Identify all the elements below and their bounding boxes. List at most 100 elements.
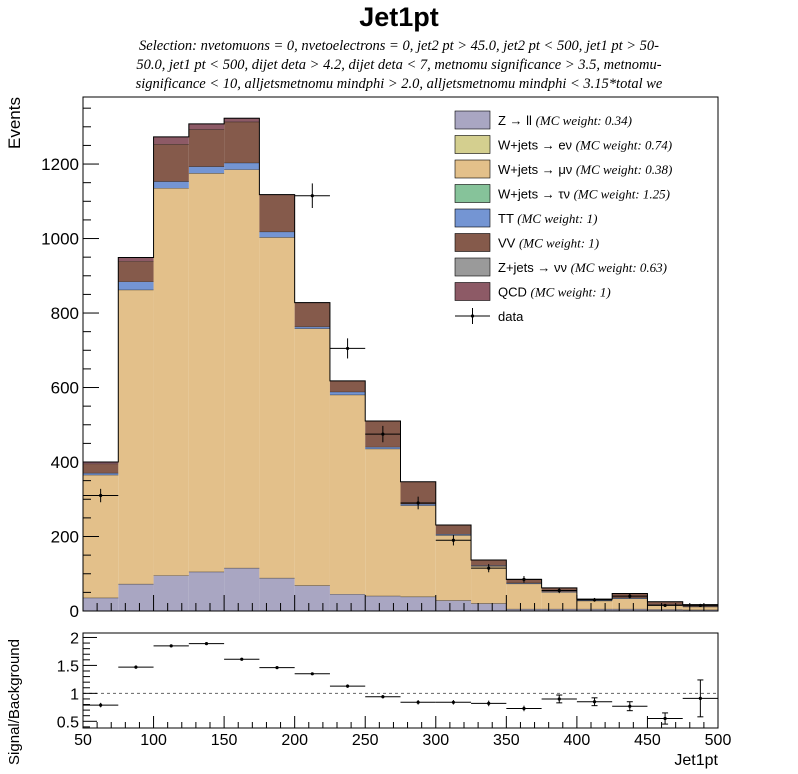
bar-qcd-3 — [188, 123, 225, 130]
legend-weight-wenu: (MC weight: 0.74) — [576, 138, 672, 153]
bar-vv-6 — [294, 302, 330, 327]
ratio-point-0 — [99, 703, 103, 707]
ratio-xtick-label-150: 150 — [211, 732, 238, 749]
ratio-xtick-label-500: 500 — [705, 732, 732, 749]
bar-qcd-4 — [224, 118, 260, 122]
ratio-xlabel: Jet1pt — [674, 752, 718, 769]
bar-vv-7 — [329, 380, 366, 392]
bar-zll-7 — [329, 594, 366, 611]
ratio-point-12 — [522, 706, 526, 711]
data-point-16 — [663, 603, 667, 608]
bar-zll-14 — [576, 609, 613, 611]
legend-label-tt: TT (MC weight: 1) — [498, 211, 597, 226]
ratio-point-4 — [240, 657, 244, 661]
bar-zll-3 — [188, 571, 225, 611]
ratio-point-9 — [416, 700, 420, 704]
data-point-13 — [557, 588, 561, 593]
data-point-17 — [698, 603, 702, 608]
ratio-point-13 — [557, 697, 561, 701]
ratio-xtick-label-100: 100 — [140, 732, 167, 749]
bar-tt-7 — [329, 391, 366, 395]
ratio-xtick-label-250: 250 — [352, 732, 379, 749]
ratio-xtick-label-350: 350 — [493, 732, 520, 749]
bar-wmunu-6 — [294, 328, 330, 586]
data-point-0 — [99, 493, 103, 498]
bar-wmunu-5 — [259, 237, 295, 579]
bar-wmunu-15 — [612, 598, 648, 610]
legend-label-vv: VV (MC weight: 1) — [498, 236, 599, 251]
legend-name-qcd: QCD — [498, 285, 531, 300]
bar-vv-5 — [259, 194, 295, 232]
legend-swatch-qcd — [454, 282, 491, 301]
legend-label-data: data — [498, 309, 524, 324]
legend-label-zll: Z → ll (MC weight: 0.34) — [498, 113, 632, 128]
bar-wmunu-14 — [576, 600, 613, 610]
bar-zll-12 — [506, 609, 542, 611]
bar-zll-6 — [294, 585, 330, 611]
bar-wmunu-2 — [153, 188, 189, 576]
ratio-point-11 — [487, 701, 491, 706]
ratio-point-16 — [663, 716, 667, 721]
ratio-point-1 — [134, 665, 138, 669]
data-point-7 — [345, 346, 350, 351]
bar-zll-16 — [647, 609, 683, 611]
bar-zll-13 — [541, 609, 577, 611]
legend-weight-tt: (MC weight: 1) — [517, 211, 597, 226]
ratio-point-10 — [451, 700, 456, 704]
bar-vv-11 — [471, 559, 507, 566]
legend-swatch-wmunu — [454, 159, 491, 179]
bar-vv-3 — [188, 129, 225, 167]
bar-zll-8 — [365, 596, 401, 611]
legend-label-wmunu: W+jets → μν (MC weight: 0.38) — [498, 162, 672, 177]
bar-zll-11 — [471, 603, 507, 611]
data-point-10 — [451, 538, 456, 542]
legend-swatch-wtaunu — [454, 184, 491, 203]
bar-tt-6 — [294, 326, 330, 329]
bar-wmunu-7 — [329, 394, 366, 595]
bar-qcd-1 — [118, 257, 154, 262]
bar-wmunu-17 — [682, 606, 718, 610]
legend-name-vv: VV — [498, 236, 519, 251]
bar-vv-9 — [400, 481, 436, 505]
bar-wmunu-11 — [471, 566, 507, 604]
ratio-point-14 — [592, 700, 597, 704]
main-ytick-label-600: 600 — [51, 379, 79, 398]
main-ytick-label-1200: 1200 — [41, 155, 79, 174]
main-ylabel: Events — [5, 97, 24, 149]
legend-weight-qcd: (MC weight: 1) — [531, 285, 611, 300]
bar-tt-3 — [188, 166, 225, 174]
legend-label-qcd: QCD (MC weight: 1) — [498, 285, 611, 300]
data-point-8 — [381, 432, 385, 436]
bar-tt-4 — [224, 162, 260, 170]
bar-vv-1 — [118, 261, 154, 282]
data-point-9 — [416, 501, 420, 505]
legend-name-znunu: Z+jets → νν — [498, 260, 571, 275]
legend-swatch-wenu — [454, 135, 491, 154]
ratio-point-8 — [381, 695, 385, 699]
legend-name-wenu: W+jets → eν — [498, 138, 576, 153]
bar-zll-0 — [83, 597, 119, 611]
legend-weight-wtaunu: (MC weight: 1.25) — [574, 187, 670, 202]
ratio-xtick-label-50: 50 — [74, 732, 92, 749]
legend-label-znunu: Z+jets → νν (MC weight: 0.63) — [498, 260, 667, 275]
bar-wmunu-3 — [188, 173, 225, 572]
bar-wmunu-16 — [647, 605, 683, 610]
legend-label-wenu: W+jets → eν (MC weight: 0.74) — [498, 138, 672, 153]
bar-vv-0 — [83, 463, 119, 474]
data-point-15 — [628, 594, 632, 598]
bar-wmunu-1 — [118, 289, 154, 585]
legend-label-wtaunu: W+jets → τν (MC weight: 1.25) — [498, 187, 670, 202]
bar-wmunu-12 — [506, 583, 542, 610]
bar-zll-2 — [153, 575, 189, 611]
ratio-xtick-label-450: 450 — [634, 732, 661, 749]
legend-swatch-vv — [454, 233, 491, 252]
ratio-ytick-label-0: 0.5 — [57, 714, 79, 731]
main-ytick-label-400: 400 — [51, 453, 79, 472]
bar-zll-17 — [682, 609, 718, 611]
legend-data-marker — [470, 314, 475, 318]
legend-weight-wmunu: (MC weight: 0.38) — [576, 162, 672, 177]
main-ytick-label-1000: 1000 — [41, 230, 79, 249]
main-ytick-label-0: 0 — [70, 602, 79, 621]
ratio-point-15 — [628, 704, 632, 708]
main-frame — [82, 96, 719, 612]
